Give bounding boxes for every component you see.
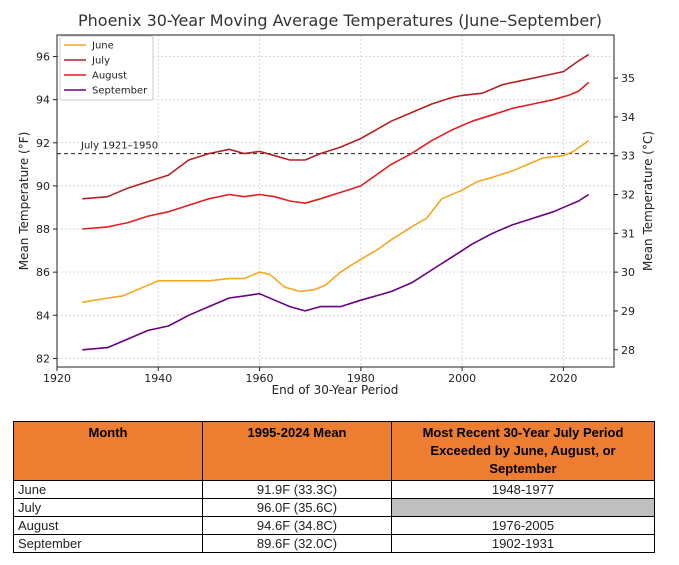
period-cell: 1976-2005 xyxy=(391,516,655,535)
y-right-tick-label: 32 xyxy=(621,189,635,202)
y-tick-label: 92 xyxy=(36,137,50,150)
y-right-tick-label: 34 xyxy=(621,111,635,124)
table-row: August 94.6F (34.8C) 1976-2005 xyxy=(13,516,655,535)
legend-box xyxy=(59,35,154,101)
y-tick-label: 96 xyxy=(36,51,50,64)
july-series-line xyxy=(82,53,590,200)
x-tick-label: 1940 xyxy=(144,372,172,385)
table-row: July 96.0F (35.6C) xyxy=(13,498,655,517)
y-right-tick-label: 30 xyxy=(621,266,635,279)
period-cell-empty xyxy=(391,498,655,517)
x-tick-label: 2020 xyxy=(549,372,577,385)
mean-cell: 91.9F (33.3C) xyxy=(202,480,392,499)
month-cell: July xyxy=(13,498,203,517)
table-row: September 89.6F (32.0C) 1902-1931 xyxy=(13,534,655,553)
y-axis-right-ticks: 28 29 30 31 32 33 34 35 xyxy=(614,72,635,357)
y-tick-label: 82 xyxy=(36,352,50,365)
y-tick-label: 90 xyxy=(36,180,50,193)
month-cell: September xyxy=(13,534,203,553)
y-axis-ticks: 82 84 86 88 90 92 94 96 xyxy=(36,51,57,365)
month-cell: August xyxy=(13,516,203,535)
plot-area-border xyxy=(56,34,615,368)
x-tick-label: 2000 xyxy=(448,372,476,385)
reference-line-group: July 1921–1950 xyxy=(57,141,614,155)
reference-line-label: July 1921–1950 xyxy=(80,141,158,152)
y-axis-right-label: Mean Temperature (°C) xyxy=(641,131,655,271)
period-cell: 1902-1931 xyxy=(391,534,655,553)
june-series-line xyxy=(82,139,590,304)
legend-label: September xyxy=(92,86,148,97)
y-right-tick-label: 29 xyxy=(621,305,635,318)
mean-cell: 96.0F (35.6C) xyxy=(202,498,392,517)
table-header-row: Month 1995-2024 Mean Most Recent 30-Year… xyxy=(13,421,655,481)
header-mean: 1995-2024 Mean xyxy=(202,421,392,481)
temperature-chart: Phoenix 30-Year Moving Average Temperatu… xyxy=(17,11,655,397)
header-exceeded-period: Most Recent 30-Year July Period Exceeded… xyxy=(391,421,655,481)
x-axis-ticks: 1920 1940 1960 1980 2000 2020 xyxy=(43,367,577,385)
y-right-tick-label: 28 xyxy=(621,344,635,357)
y-tick-label: 94 xyxy=(36,94,50,107)
legend: June July August September xyxy=(59,35,154,101)
header-month: Month xyxy=(13,421,203,481)
month-cell: June xyxy=(13,480,203,499)
legend-label: June xyxy=(91,41,114,52)
chart-title: Phoenix 30-Year Moving Average Temperatu… xyxy=(78,11,602,30)
x-tick-label: 1960 xyxy=(246,372,274,385)
x-tick-label: 1980 xyxy=(347,372,375,385)
mean-cell: 89.6F (32.0C) xyxy=(202,534,392,553)
y-tick-label: 86 xyxy=(36,266,50,279)
x-axis-label: End of 30-Year Period xyxy=(272,383,399,397)
x-tick-label: 1920 xyxy=(43,372,71,385)
y-right-tick-label: 35 xyxy=(621,72,635,85)
y-tick-label: 88 xyxy=(36,223,50,236)
y-right-tick-label: 33 xyxy=(621,150,635,163)
mean-cell: 94.6F (34.8C) xyxy=(202,516,392,535)
series-lines xyxy=(82,53,590,351)
september-series-line xyxy=(82,193,590,351)
y-right-tick-label: 31 xyxy=(621,227,635,240)
august-series-line xyxy=(82,81,590,230)
period-cell: 1948-1977 xyxy=(391,480,655,499)
table-row: June 91.9F (33.3C) 1948-1977 xyxy=(13,480,655,499)
y-axis-label: Mean Temperature (°F) xyxy=(17,132,31,271)
comparison-table: Month 1995-2024 Mean Most Recent 30-Year… xyxy=(13,421,655,553)
legend-label: July xyxy=(91,56,110,67)
legend-label: August xyxy=(92,71,127,82)
y-tick-label: 84 xyxy=(36,309,50,322)
